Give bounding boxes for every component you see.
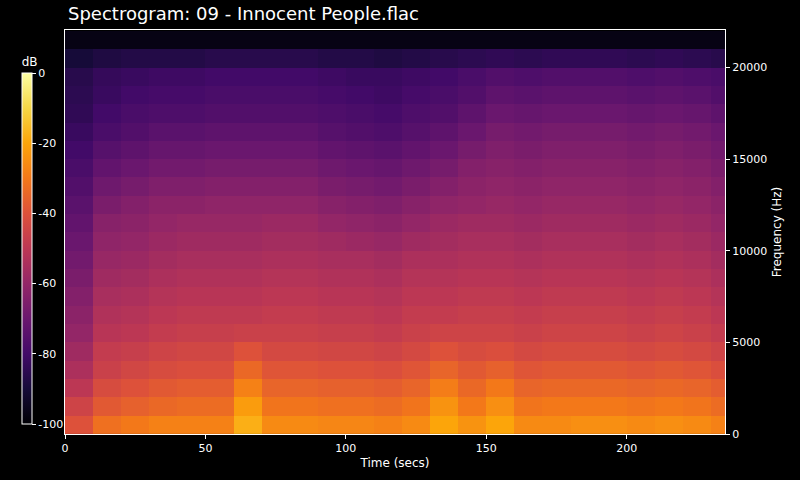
svg-text:10000: 10000 xyxy=(732,245,767,258)
svg-text:0: 0 xyxy=(62,442,69,455)
svg-text:dB: dB xyxy=(22,55,38,69)
svg-text:-80: -80 xyxy=(38,348,56,361)
svg-text:Time (secs): Time (secs) xyxy=(359,456,429,470)
svg-text:-100: -100 xyxy=(38,418,63,431)
svg-text:5000: 5000 xyxy=(732,336,760,349)
svg-text:-60: -60 xyxy=(38,277,56,290)
svg-text:Frequency (Hz): Frequency (Hz) xyxy=(770,187,784,278)
svg-text:0: 0 xyxy=(38,67,45,80)
svg-text:Spectrogram: 09 - Innocent Peo: Spectrogram: 09 - Innocent People.flac xyxy=(68,3,419,24)
svg-text:-40: -40 xyxy=(38,207,56,220)
svg-text:100: 100 xyxy=(335,442,356,455)
svg-text:50: 50 xyxy=(198,442,212,455)
svg-text:15000: 15000 xyxy=(732,153,767,166)
svg-text:150: 150 xyxy=(476,442,497,455)
svg-text:200: 200 xyxy=(616,442,637,455)
svg-text:-20: -20 xyxy=(38,137,56,150)
svg-text:0: 0 xyxy=(732,428,739,441)
svg-text:20000: 20000 xyxy=(732,61,767,74)
